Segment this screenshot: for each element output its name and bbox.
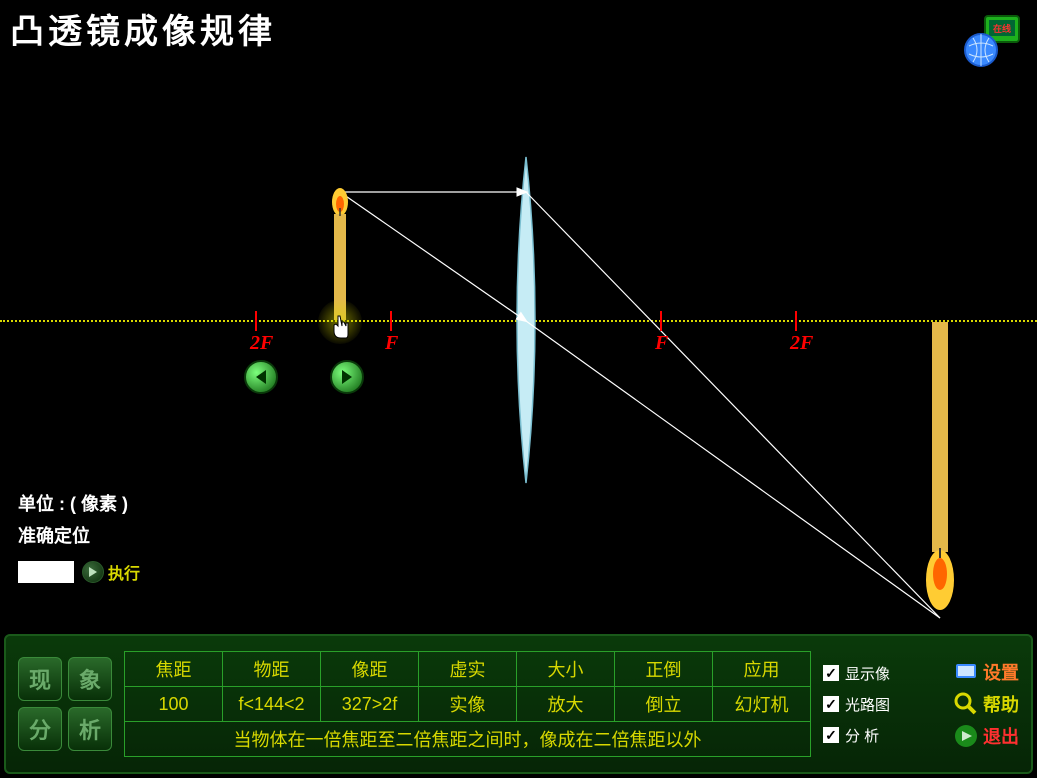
table-description: 当物体在一倍焦距至二倍焦距之间时，像成在二倍焦距以外 xyxy=(125,722,811,757)
unit-value: ( 像素 ) xyxy=(70,494,128,514)
tv-3: 实像 xyxy=(419,687,517,722)
cb-label-0: 显示像 xyxy=(845,663,890,684)
right-button-column: 设置 帮助 退出 xyxy=(953,659,1019,749)
settings-button[interactable]: 设置 xyxy=(953,659,1019,685)
checkbox-ray-diagram[interactable]: ✓ 光路图 xyxy=(823,694,890,715)
checkbox-column: ✓ 显示像 ✓ 光路图 ✓ 分 析 xyxy=(823,663,890,746)
th-3: 虚实 xyxy=(419,652,517,687)
tv-0: 100 xyxy=(125,687,223,722)
help-icon xyxy=(953,691,979,717)
axis-tick xyxy=(660,311,662,331)
th-4: 大小 xyxy=(517,652,615,687)
table-header-row: 焦距 物距 像距 虚实 大小 正倒 应用 xyxy=(125,652,811,687)
axis-tick-label: F xyxy=(385,332,398,355)
play-icon xyxy=(82,561,104,583)
precise-label: 准确定位 xyxy=(18,522,140,548)
big-button-1[interactable]: 象 xyxy=(68,657,112,701)
axis-tick-label: F xyxy=(655,332,668,355)
th-5: 正倒 xyxy=(615,652,713,687)
check-icon: ✓ xyxy=(823,727,839,743)
svg-text:在线: 在线 xyxy=(993,23,1011,34)
help-label: 帮助 xyxy=(983,691,1019,717)
big-button-grid: 现 象 分 析 xyxy=(18,657,112,751)
settings-icon xyxy=(953,659,979,685)
help-button[interactable]: 帮助 xyxy=(953,691,1019,717)
convex-lens xyxy=(506,155,546,485)
data-table: 焦距 物距 像距 虚实 大小 正倒 应用 100 f<144<2 327>2f … xyxy=(124,651,811,757)
tv-6: 幻灯机 xyxy=(713,687,811,722)
axis-tick-label: 2F xyxy=(790,332,813,355)
axis-tick-label: 2F xyxy=(250,332,273,355)
th-2: 像距 xyxy=(321,652,419,687)
cb-label-2: 分 析 xyxy=(845,725,879,746)
big-button-2[interactable]: 分 xyxy=(18,707,62,751)
th-6: 应用 xyxy=(713,652,811,687)
th-1: 物距 xyxy=(223,652,321,687)
globe-computer-icon[interactable]: 在线 xyxy=(963,10,1023,70)
big-button-3[interactable]: 析 xyxy=(68,707,112,751)
checkbox-show-image[interactable]: ✓ 显示像 xyxy=(823,663,890,684)
axis-tick xyxy=(795,311,797,331)
exit-button[interactable]: 退出 xyxy=(953,723,1019,749)
move-left-button[interactable] xyxy=(244,360,278,394)
tv-4: 放大 xyxy=(517,687,615,722)
exit-label: 退出 xyxy=(983,723,1019,749)
th-0: 焦距 xyxy=(125,652,223,687)
unit-label: 单位 : xyxy=(18,494,65,514)
tv-2: 327>2f xyxy=(321,687,419,722)
exit-icon xyxy=(953,723,979,749)
execute-label: 执行 xyxy=(108,560,140,584)
table-desc-row: 当物体在一倍焦距至二倍焦距之间时，像成在二倍焦距以外 xyxy=(125,722,811,757)
table-value-row: 100 f<144<2 327>2f 实像 放大 倒立 幻灯机 xyxy=(125,687,811,722)
move-right-button[interactable] xyxy=(330,360,364,394)
check-icon: ✓ xyxy=(823,665,839,681)
tv-5: 倒立 xyxy=(615,687,713,722)
side-panel: 单位 : ( 像素 ) 准确定位 执行 xyxy=(18,490,140,584)
axis-tick xyxy=(390,311,392,331)
cursor-hand-icon xyxy=(329,314,351,340)
tv-1: f<144<2 xyxy=(223,687,321,722)
page-title: 凸透镜成像规律 xyxy=(10,4,276,53)
settings-label: 设置 xyxy=(983,659,1019,685)
big-button-0[interactable]: 现 xyxy=(18,657,62,701)
bottom-bar: 现 象 分 析 焦距 物距 像距 虚实 大小 正倒 应用 100 f<144<2… xyxy=(4,634,1033,774)
checkbox-analysis[interactable]: ✓ 分 析 xyxy=(823,725,890,746)
position-input[interactable] xyxy=(18,561,74,583)
cb-label-1: 光路图 xyxy=(845,694,890,715)
check-icon: ✓ xyxy=(823,696,839,712)
image-candle xyxy=(914,322,966,627)
execute-button[interactable]: 执行 xyxy=(82,560,140,584)
axis-tick xyxy=(255,311,257,331)
